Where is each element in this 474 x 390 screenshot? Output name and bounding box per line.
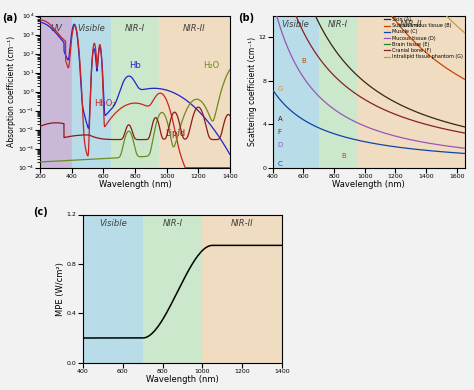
Bar [319, 16, 357, 168]
Text: A: A [278, 116, 283, 122]
Text: NIR-I: NIR-I [163, 219, 182, 228]
Text: (a): (a) [2, 12, 18, 23]
Text: D: D [277, 142, 283, 148]
Text: NIR-II: NIR-II [400, 20, 422, 29]
Y-axis label: Absorption coefficient (cm⁻¹): Absorption coefficient (cm⁻¹) [8, 36, 17, 147]
Text: Visible: Visible [78, 25, 106, 34]
X-axis label: Wavelength (nm): Wavelength (nm) [99, 180, 172, 189]
Bar [273, 16, 319, 168]
Text: HbO₂: HbO₂ [94, 99, 116, 108]
X-axis label: Wavelength (nm): Wavelength (nm) [146, 375, 219, 384]
Bar [72, 16, 111, 168]
Y-axis label: MPE (W/cm²): MPE (W/cm²) [56, 262, 65, 316]
Text: F: F [277, 129, 281, 135]
Text: NIR-I: NIR-I [328, 20, 348, 29]
Text: NIR-II: NIR-II [231, 219, 254, 228]
Text: H₂O: H₂O [203, 60, 219, 69]
Text: (c): (c) [33, 207, 48, 217]
Bar [202, 215, 282, 363]
Text: Visible: Visible [282, 20, 310, 29]
Text: Visible: Visible [99, 219, 127, 228]
Legend: Skin (A), Subcutaneous tissue (B), Muscle (C), Mucous tissue (D), Brain tissue (: Skin (A), Subcutaneous tissue (B), Muscl… [384, 17, 463, 59]
Bar [40, 16, 72, 168]
Text: NIR-I: NIR-I [125, 25, 145, 34]
Text: B: B [342, 153, 346, 159]
Bar [111, 16, 159, 168]
Text: UV: UV [50, 25, 62, 34]
Text: B: B [302, 58, 307, 64]
Text: (b): (b) [238, 12, 254, 23]
Text: G: G [277, 87, 283, 92]
Text: Lipid: Lipid [165, 129, 185, 138]
Bar [143, 215, 202, 363]
Text: Hb: Hb [129, 60, 140, 69]
Bar [83, 215, 143, 363]
Y-axis label: Scattering coefficient (cm⁻¹): Scattering coefficient (cm⁻¹) [248, 37, 257, 146]
Text: NIR-II: NIR-II [183, 25, 206, 34]
Bar [159, 16, 230, 168]
Text: C: C [277, 161, 282, 167]
Bar [357, 16, 465, 168]
X-axis label: Wavelength (nm): Wavelength (nm) [332, 180, 405, 189]
